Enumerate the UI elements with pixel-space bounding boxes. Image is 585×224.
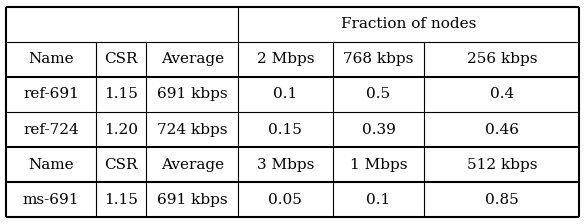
Text: Fraction of nodes: Fraction of nodes [341,17,476,31]
Text: 0.15: 0.15 [269,123,302,137]
Text: 0.05: 0.05 [269,193,302,207]
Text: 3 Mbps: 3 Mbps [257,158,314,172]
Text: 1 Mbps: 1 Mbps [350,158,407,172]
Text: 0.4: 0.4 [490,87,514,101]
Text: Average: Average [161,52,223,66]
Text: 724 kbps: 724 kbps [157,123,228,137]
Text: 1.15: 1.15 [105,87,138,101]
Text: 256 kbps: 256 kbps [466,52,537,66]
Text: 1.15: 1.15 [105,193,138,207]
Text: 2 Mbps: 2 Mbps [257,52,314,66]
Text: 1.20: 1.20 [104,123,139,137]
Text: CSR: CSR [105,158,138,172]
Text: ref-724: ref-724 [23,123,79,137]
Text: ref-691: ref-691 [23,87,79,101]
Text: 512 kbps: 512 kbps [466,158,537,172]
Text: Average: Average [161,158,223,172]
Text: Name: Name [28,158,74,172]
Text: 0.39: 0.39 [362,123,395,137]
Text: 0.46: 0.46 [485,123,519,137]
Text: 691 kbps: 691 kbps [157,193,228,207]
Text: CSR: CSR [105,52,138,66]
Text: Name: Name [28,52,74,66]
Text: 0.1: 0.1 [366,193,391,207]
Text: ms-691: ms-691 [23,193,80,207]
Text: 0.5: 0.5 [366,87,391,101]
Text: 691 kbps: 691 kbps [157,87,228,101]
Text: 768 kbps: 768 kbps [343,52,414,66]
Text: 0.1: 0.1 [273,87,297,101]
Text: 0.85: 0.85 [485,193,519,207]
